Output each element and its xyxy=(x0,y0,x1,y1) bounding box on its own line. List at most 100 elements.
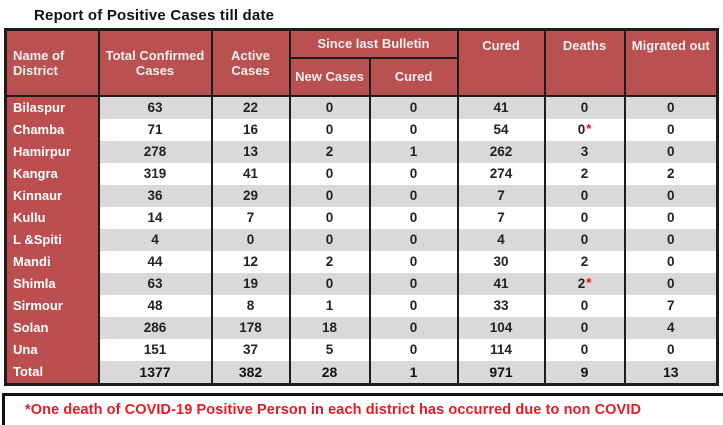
page-title: Report of Positive Cases till date xyxy=(34,7,275,24)
cell-new-cases: 5 xyxy=(288,338,371,361)
cell-active: 7 xyxy=(210,206,291,229)
cell-confirmed: 36 xyxy=(97,184,213,207)
cell-cured-since: 1 xyxy=(368,140,459,163)
cell-migrated: 0 xyxy=(623,95,719,119)
cell-cured: 41 xyxy=(456,95,546,119)
cell-district: Una xyxy=(4,338,100,361)
table-total-row: Total 1377 382 28 1 971 9 13 xyxy=(4,360,719,384)
cell-deaths: 0 xyxy=(543,338,626,361)
col-header-migrated: Migrated out xyxy=(623,28,719,97)
cell-migrated: 13 xyxy=(623,360,719,384)
col-header-new-cases: New Cases xyxy=(288,56,371,97)
cell-new-cases: 1 xyxy=(288,294,371,317)
cell-district: Bilaspur xyxy=(4,95,100,119)
cell-cured-since: 0 xyxy=(368,316,459,339)
cell-active: 0 xyxy=(210,228,291,251)
cell-district: Hamirpur xyxy=(4,140,100,163)
cell-deaths: 0 xyxy=(543,228,626,251)
table-body: Bilaspur 63 22 0 0 41 0 0 Chamba 71 16 0 0 54 0* 0 Hamir… xyxy=(4,95,719,384)
cell-cured-since: 1 xyxy=(368,360,459,384)
table-row: Bilaspur 63 22 0 0 41 0 0 xyxy=(4,95,719,119)
header-row-sub: New Cases Cured xyxy=(6,56,718,97)
cell-migrated: 0 xyxy=(623,272,719,295)
table-row: Sirmour 48 8 1 0 33 0 7 xyxy=(4,294,719,317)
cell-active: 29 xyxy=(210,184,291,207)
cell-cured: 7 xyxy=(456,206,546,229)
cell-active: 37 xyxy=(210,338,291,361)
table-row: Hamirpur 278 13 2 1 262 3 0 xyxy=(4,140,719,163)
table-row: L &Spiti 4 0 0 0 4 0 0 xyxy=(4,228,719,251)
cell-cured-since: 0 xyxy=(368,118,459,141)
cell-deaths: 3 xyxy=(543,140,626,163)
header-row-top: Name of District Total Confirmed Cases A… xyxy=(4,28,719,97)
cell-cured: 41 xyxy=(456,272,546,295)
cell-cured-since: 0 xyxy=(368,338,459,361)
cell-cured-since: 0 xyxy=(368,184,459,207)
cell-migrated: 0 xyxy=(623,140,719,163)
col-header-cured: Cured xyxy=(456,28,546,97)
table-row: Kullu 14 7 0 0 7 0 0 xyxy=(4,206,719,229)
cell-cured: 54 xyxy=(456,118,546,141)
cell-confirmed: 1377 xyxy=(97,360,213,384)
cell-cured: 4 xyxy=(456,228,546,251)
cell-confirmed: 14 xyxy=(97,206,213,229)
table-row: Shimla 63 19 0 0 41 2* 0 xyxy=(4,272,719,295)
cell-cured-since: 0 xyxy=(368,162,459,185)
cell-cured-since: 0 xyxy=(368,206,459,229)
table-row: Una 151 37 5 0 114 0 0 xyxy=(4,338,719,361)
cell-district: Solan xyxy=(4,316,100,339)
death-footnote-asterisk: * xyxy=(586,121,592,136)
table-row: Mandi 44 12 2 0 30 2 0 xyxy=(4,250,719,273)
death-footnote-asterisk: * xyxy=(586,275,592,290)
cell-cured: 33 xyxy=(456,294,546,317)
cell-new-cases: 0 xyxy=(288,228,371,251)
cell-new-cases: 28 xyxy=(288,360,371,384)
table-row: Solan 286 178 18 0 104 0 4 xyxy=(4,316,719,339)
cell-confirmed: 286 xyxy=(97,316,213,339)
cell-active: 19 xyxy=(210,272,291,295)
cell-cured: 114 xyxy=(456,338,546,361)
cell-confirmed: 278 xyxy=(97,140,213,163)
cell-new-cases: 0 xyxy=(288,184,371,207)
col-header-district: Name of District xyxy=(4,28,100,97)
cell-district: Total xyxy=(4,360,100,384)
cell-deaths: 0* xyxy=(543,118,626,141)
cell-migrated: 2 xyxy=(623,162,719,185)
cell-deaths: 2 xyxy=(543,250,626,273)
cell-cured: 274 xyxy=(456,162,546,185)
cell-confirmed: 63 xyxy=(97,272,213,295)
cell-migrated: 7 xyxy=(623,294,719,317)
cell-active: 22 xyxy=(210,95,291,119)
cell-cured: 262 xyxy=(456,140,546,163)
cell-district: Kinnaur xyxy=(4,184,100,207)
cell-cured: 104 xyxy=(456,316,546,339)
cell-deaths: 0 xyxy=(543,316,626,339)
table-row: Chamba 71 16 0 0 54 0* 0 xyxy=(4,118,719,141)
cell-deaths: 0 xyxy=(543,206,626,229)
cell-new-cases: 18 xyxy=(288,316,371,339)
col-header-deaths: Deaths xyxy=(543,28,626,97)
cell-active: 8 xyxy=(210,294,291,317)
table-header: Name of District Total Confirmed Cases A… xyxy=(4,28,719,97)
cell-district: Kangra xyxy=(4,162,100,185)
cell-confirmed: 63 xyxy=(97,95,213,119)
cell-active: 382 xyxy=(210,360,291,384)
cell-new-cases: 0 xyxy=(288,162,371,185)
cell-deaths: 2 xyxy=(543,162,626,185)
cell-confirmed: 71 xyxy=(97,118,213,141)
cases-table: Name of District Total Confirmed Cases A… xyxy=(4,28,720,386)
cell-migrated: 4 xyxy=(623,316,719,339)
cell-confirmed: 151 xyxy=(97,338,213,361)
cell-migrated: 0 xyxy=(623,184,719,207)
cell-deaths: 0 xyxy=(543,184,626,207)
cell-active: 16 xyxy=(210,118,291,141)
col-header-confirmed: Total Confirmed Cases xyxy=(97,28,213,97)
col-header-cured-since: Cured xyxy=(368,56,459,97)
cell-migrated: 0 xyxy=(623,228,719,251)
cell-active: 178 xyxy=(210,316,291,339)
cell-cured: 971 xyxy=(456,360,546,384)
cell-new-cases: 2 xyxy=(288,140,371,163)
cell-deaths: 0 xyxy=(543,294,626,317)
cell-district: Kullu xyxy=(4,206,100,229)
